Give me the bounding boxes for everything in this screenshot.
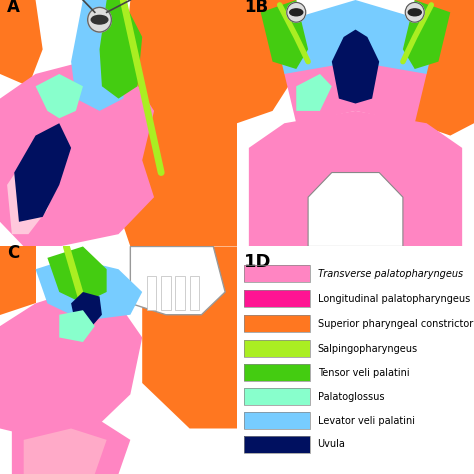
Polygon shape <box>249 111 462 246</box>
Text: A: A <box>7 0 20 16</box>
Text: Salpingopharyngeus: Salpingopharyngeus <box>318 344 418 354</box>
Polygon shape <box>0 292 142 440</box>
Text: 1D: 1D <box>244 253 272 271</box>
Polygon shape <box>0 246 36 315</box>
Polygon shape <box>59 310 95 342</box>
Bar <box>244 364 310 381</box>
Bar <box>244 436 310 453</box>
Bar <box>190 276 199 310</box>
Polygon shape <box>71 0 130 111</box>
Bar <box>244 290 310 307</box>
Text: Transverse palatopharyngeus: Transverse palatopharyngeus <box>318 269 463 279</box>
Bar <box>244 388 310 405</box>
Polygon shape <box>332 29 379 103</box>
Polygon shape <box>47 246 107 303</box>
Bar <box>244 265 310 283</box>
Ellipse shape <box>91 15 108 24</box>
Polygon shape <box>0 136 154 246</box>
Bar <box>244 290 310 307</box>
Text: Superior pharyngeal constrictor: Superior pharyngeal constrictor <box>318 319 473 329</box>
Bar <box>147 276 156 310</box>
Circle shape <box>88 8 111 32</box>
Bar <box>161 276 171 310</box>
Bar <box>244 265 310 283</box>
Circle shape <box>287 2 306 22</box>
Bar <box>244 436 310 453</box>
Text: Tensor veli palatini: Tensor veli palatini <box>318 368 409 378</box>
Polygon shape <box>100 0 142 99</box>
Polygon shape <box>14 123 71 222</box>
Polygon shape <box>71 292 102 328</box>
Bar <box>244 315 310 332</box>
Bar <box>244 388 310 405</box>
Polygon shape <box>261 0 308 69</box>
Polygon shape <box>24 428 107 474</box>
Text: Longitudinal palatopharyngeus: Longitudinal palatopharyngeus <box>318 294 470 304</box>
Bar <box>244 340 310 357</box>
Polygon shape <box>36 258 142 319</box>
Polygon shape <box>237 0 296 123</box>
Polygon shape <box>12 417 130 474</box>
Ellipse shape <box>290 9 303 16</box>
Polygon shape <box>296 74 332 111</box>
Polygon shape <box>36 74 83 118</box>
Polygon shape <box>7 148 59 234</box>
Polygon shape <box>142 246 237 428</box>
Polygon shape <box>273 0 438 74</box>
Polygon shape <box>403 0 450 69</box>
Polygon shape <box>114 0 237 246</box>
Bar <box>175 276 185 310</box>
Polygon shape <box>130 246 225 315</box>
Bar <box>244 340 310 357</box>
Bar <box>244 412 310 429</box>
Polygon shape <box>284 25 427 123</box>
Polygon shape <box>415 0 474 136</box>
Bar <box>244 364 310 381</box>
Text: 1B: 1B <box>244 0 268 16</box>
Text: Palatoglossus: Palatoglossus <box>318 392 384 401</box>
Text: C: C <box>7 244 19 262</box>
Text: Levator veli palatini: Levator veli palatini <box>318 416 415 426</box>
Bar <box>244 412 310 429</box>
Bar <box>244 315 310 332</box>
Polygon shape <box>0 62 154 185</box>
Polygon shape <box>308 173 403 246</box>
Ellipse shape <box>408 9 421 16</box>
Text: Uvula: Uvula <box>318 439 346 449</box>
Circle shape <box>405 2 424 22</box>
Polygon shape <box>0 0 43 86</box>
